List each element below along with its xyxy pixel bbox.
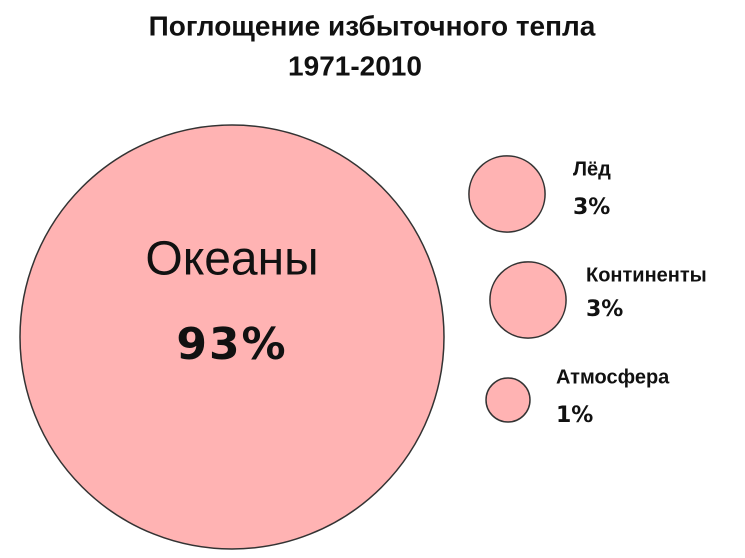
bubble bbox=[485, 377, 531, 423]
chart-subtitle: 1971-2010 bbox=[288, 50, 422, 81]
bubble-label: Атмосфера bbox=[556, 366, 670, 388]
bubble-label: Океаны bbox=[145, 233, 318, 286]
bubble bbox=[19, 124, 445, 550]
bubble-label: Лёд bbox=[573, 158, 611, 180]
value-label: 3% bbox=[586, 297, 623, 322]
value-label: 3% bbox=[573, 195, 610, 220]
chart-title: Поглощение избыточного тепла bbox=[149, 10, 596, 41]
bubble bbox=[468, 155, 546, 233]
value-label: 93% bbox=[176, 319, 287, 370]
bubble bbox=[489, 261, 567, 339]
bubble-label: Континенты bbox=[586, 264, 707, 286]
value-label: 1% bbox=[556, 403, 593, 428]
